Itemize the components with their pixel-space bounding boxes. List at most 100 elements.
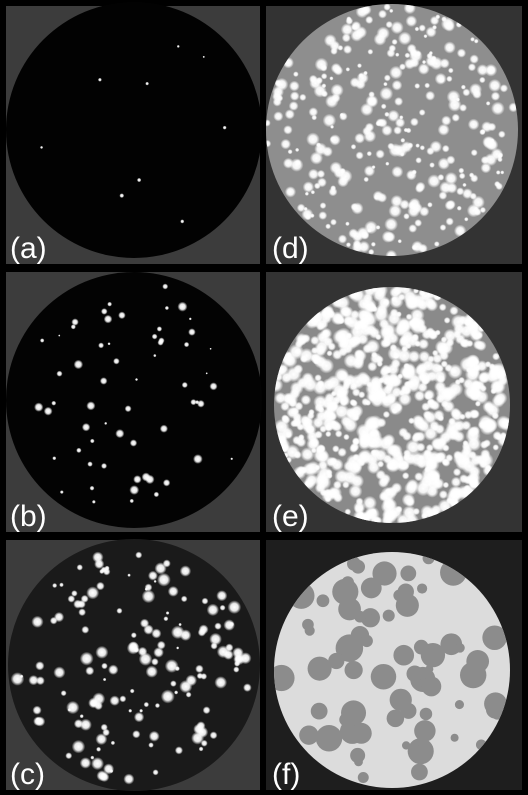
dot bbox=[371, 664, 397, 690]
dot bbox=[303, 181, 315, 193]
dot bbox=[314, 143, 327, 156]
dot bbox=[464, 354, 480, 370]
dot bbox=[179, 680, 192, 693]
dot bbox=[357, 63, 362, 68]
dot bbox=[101, 663, 108, 670]
dot bbox=[434, 241, 440, 247]
dot bbox=[207, 604, 219, 616]
dot bbox=[291, 407, 300, 416]
dot bbox=[399, 63, 406, 70]
dot bbox=[155, 703, 160, 708]
dot bbox=[364, 302, 376, 314]
dot bbox=[415, 184, 424, 193]
dot bbox=[414, 640, 429, 655]
dot bbox=[388, 45, 396, 53]
dot bbox=[103, 678, 106, 681]
dot bbox=[328, 653, 344, 669]
dot bbox=[163, 559, 171, 567]
dot bbox=[382, 508, 397, 523]
dot bbox=[410, 308, 425, 323]
panel-label: (b) bbox=[10, 500, 47, 533]
dot bbox=[119, 695, 126, 702]
dot bbox=[305, 213, 312, 220]
dot bbox=[329, 41, 340, 52]
dot bbox=[116, 608, 122, 614]
dot bbox=[210, 642, 217, 649]
dot bbox=[40, 338, 44, 342]
dot bbox=[406, 665, 423, 682]
dot bbox=[184, 342, 189, 347]
dot bbox=[429, 162, 435, 168]
dot bbox=[243, 683, 252, 692]
dot bbox=[329, 76, 333, 80]
dot bbox=[432, 478, 444, 490]
dot bbox=[469, 409, 479, 419]
dot bbox=[414, 720, 435, 741]
dot bbox=[436, 344, 448, 356]
dot bbox=[195, 665, 203, 673]
dot bbox=[414, 219, 422, 227]
dot bbox=[446, 200, 455, 209]
dot bbox=[168, 586, 179, 597]
dot bbox=[439, 58, 449, 68]
dot bbox=[440, 224, 447, 231]
dot bbox=[31, 616, 43, 628]
dot bbox=[317, 170, 325, 178]
dot bbox=[338, 347, 348, 357]
dot bbox=[323, 488, 332, 497]
dot bbox=[197, 400, 205, 408]
dot bbox=[438, 77, 444, 83]
dot bbox=[44, 407, 53, 416]
dot bbox=[464, 217, 468, 221]
dot bbox=[356, 151, 364, 159]
dot bbox=[217, 645, 230, 658]
dot bbox=[457, 48, 466, 57]
dot bbox=[35, 661, 44, 670]
dot bbox=[128, 709, 132, 713]
dot bbox=[342, 33, 351, 42]
dot bbox=[166, 611, 170, 615]
dot bbox=[404, 481, 418, 495]
dot bbox=[214, 622, 221, 629]
dot bbox=[375, 149, 384, 158]
dot bbox=[203, 56, 205, 58]
dot bbox=[372, 165, 376, 169]
dot bbox=[418, 63, 430, 75]
dot bbox=[78, 608, 86, 616]
dot bbox=[487, 66, 496, 75]
dot bbox=[280, 435, 286, 441]
dot bbox=[425, 91, 435, 101]
dot bbox=[426, 53, 432, 59]
dot bbox=[72, 740, 86, 754]
dot bbox=[432, 425, 439, 432]
dot bbox=[351, 461, 363, 473]
dot bbox=[339, 112, 348, 121]
dot bbox=[451, 734, 459, 742]
dot bbox=[332, 579, 358, 605]
dot bbox=[370, 508, 377, 515]
dot bbox=[300, 447, 314, 461]
dot bbox=[378, 10, 387, 19]
dot bbox=[273, 97, 282, 106]
dot bbox=[394, 97, 403, 106]
dot bbox=[416, 362, 428, 374]
dot bbox=[95, 733, 107, 745]
dot bbox=[406, 128, 412, 134]
dot bbox=[129, 485, 139, 495]
dot bbox=[58, 334, 60, 336]
dot bbox=[272, 86, 284, 98]
dot bbox=[33, 716, 43, 726]
dot bbox=[80, 652, 94, 666]
dot bbox=[177, 45, 180, 48]
dot bbox=[424, 83, 430, 89]
dot bbox=[352, 231, 363, 242]
dot bbox=[457, 206, 462, 211]
dot bbox=[425, 665, 433, 673]
dot bbox=[191, 732, 204, 745]
dot bbox=[387, 346, 403, 362]
dot bbox=[412, 169, 417, 174]
dot bbox=[162, 284, 168, 290]
dot bbox=[90, 439, 95, 444]
dot bbox=[447, 364, 462, 379]
dot bbox=[94, 701, 103, 710]
